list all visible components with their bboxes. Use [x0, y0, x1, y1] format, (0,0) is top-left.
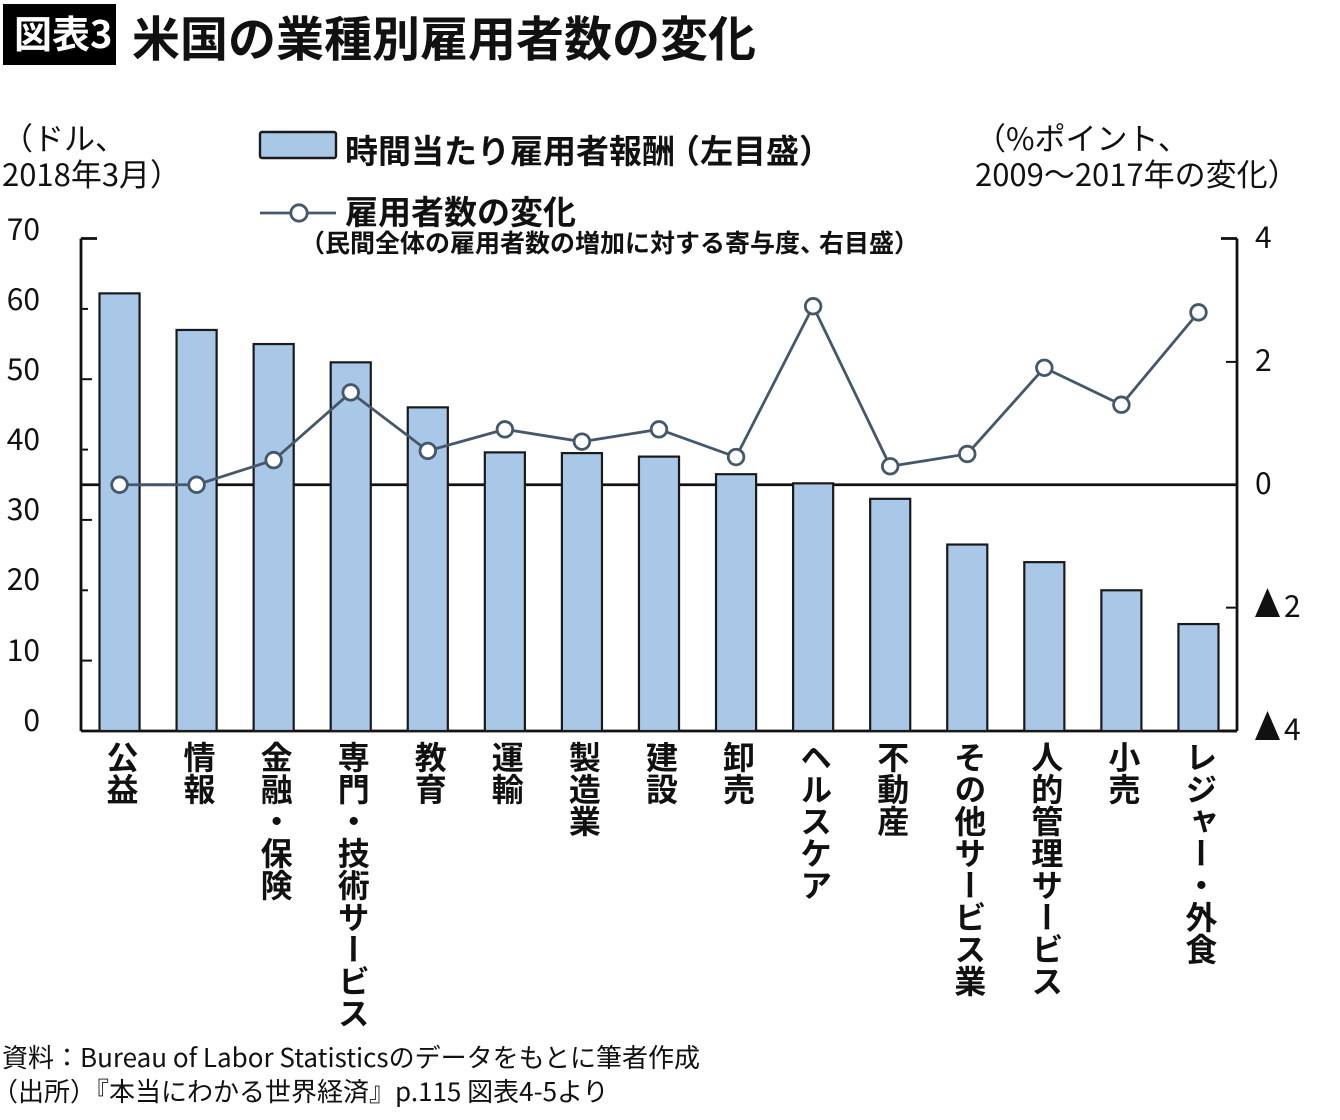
- svg-text:50: 50: [7, 345, 40, 389]
- svg-text:20: 20: [7, 555, 40, 599]
- svg-text:0: 0: [1255, 459, 1272, 503]
- svg-text:10: 10: [7, 626, 40, 670]
- svg-text:米国の業種別雇用者数の変化: 米国の業種別雇用者数の変化: [132, 0, 756, 70]
- svg-text:0: 0: [23, 696, 40, 740]
- svg-text:30: 30: [7, 485, 40, 529]
- svg-text:2: 2: [1284, 582, 1301, 626]
- svg-text:図表3: 図表3: [14, 4, 112, 59]
- svg-text:40: 40: [7, 415, 40, 459]
- svg-text:60: 60: [7, 275, 40, 319]
- svg-text:2: 2: [1255, 336, 1272, 380]
- svg-text:4: 4: [1255, 213, 1272, 257]
- svg-text:時間当たり雇用者報酬（左目盛）: 時間当たり雇用者報酬（左目盛）: [345, 125, 832, 173]
- svg-text:70: 70: [7, 205, 40, 249]
- svg-text:2009～2017年の変化）: 2009～2017年の変化）: [975, 150, 1299, 195]
- svg-text:4: 4: [1284, 705, 1301, 749]
- svg-text:2018年3月）: 2018年3月）: [2, 150, 181, 195]
- svg-text:（民間全体の雇用者数の増加に対する寄与度、右目盛）: （民間全体の雇用者数の増加に対する寄与度、右目盛）: [300, 224, 919, 260]
